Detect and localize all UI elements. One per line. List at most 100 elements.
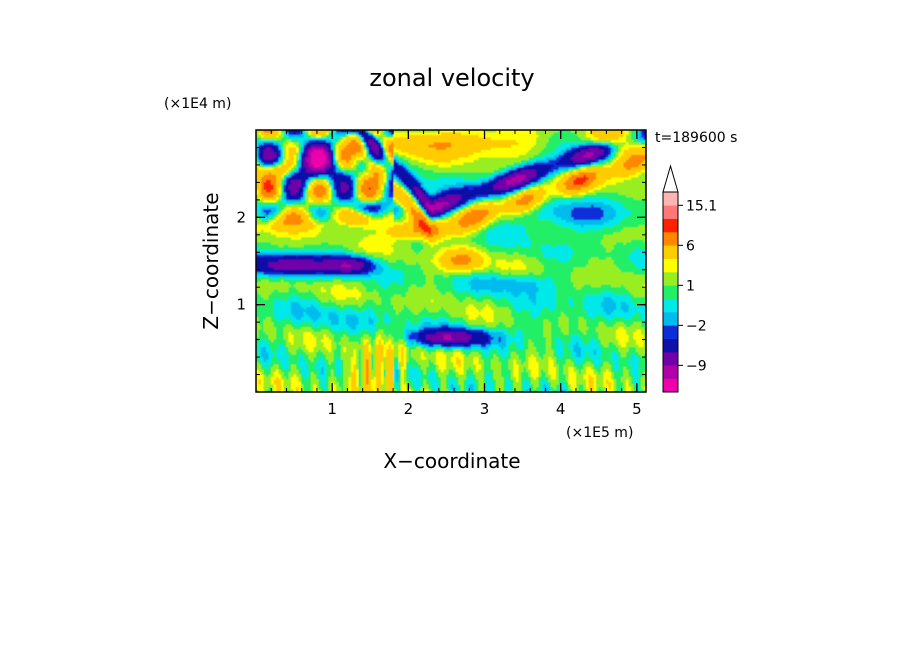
heatmap-cell: [326, 134, 332, 139]
heatmap-cell: [283, 159, 287, 164]
heatmap-cell: [448, 379, 457, 383]
heatmap-cell: [271, 172, 285, 176]
heatmap-cell: [543, 182, 552, 186]
heatmap-cell: [256, 172, 270, 176]
heatmap-cell: [298, 147, 302, 151]
heatmap-cell: [553, 349, 557, 353]
heatmap-cell: [556, 284, 575, 288]
heatmap-cell: [513, 162, 522, 166]
heatmap-cell: [521, 389, 525, 392]
heatmap-cell: [556, 362, 567, 366]
heatmap-cell: [393, 164, 402, 169]
heatmap-cell: [458, 387, 462, 391]
heatmap-cell: [308, 194, 317, 198]
heatmap-cell: [286, 389, 290, 392]
heatmap-cell: [408, 384, 415, 388]
heatmap-cell: [588, 342, 600, 346]
heatmap-cell: [628, 307, 646, 311]
heatmap-cell: [268, 374, 275, 378]
heatmap-cell: [381, 382, 385, 386]
heatmap-cell: [436, 189, 442, 193]
heatmap-cell: [408, 382, 415, 386]
heatmap-cell: [376, 382, 382, 386]
heatmap-cell: [318, 359, 325, 363]
heatmap-cell: [531, 339, 547, 343]
heatmap-cell: [588, 374, 592, 378]
heatmap-cell: [361, 257, 367, 261]
heatmap-cell: [398, 182, 402, 186]
heatmap-cell: [613, 157, 617, 161]
heatmap-cell: [276, 229, 310, 233]
heatmap-cell: [616, 209, 632, 213]
heatmap-cell: [343, 249, 355, 253]
heatmap-cell: [613, 159, 617, 164]
heatmap-cell: [453, 212, 457, 216]
heatmap-cell: [421, 212, 425, 216]
heatmap-cell: [616, 302, 622, 306]
heatmap-cell: [358, 172, 365, 176]
heatmap-cell: [426, 194, 430, 198]
heatmap-cell: [413, 194, 417, 198]
heatmap-cell: [446, 234, 467, 238]
heatmap-cell: [593, 349, 597, 353]
heatmap-cell: [456, 357, 460, 361]
heatmap-cell: [366, 289, 375, 293]
heatmap-cell: [461, 204, 465, 208]
heatmap-cell: [346, 189, 352, 193]
heatmap-cell: [403, 164, 407, 169]
heatmap-cell: [556, 377, 560, 381]
heatmap-cell: [333, 184, 337, 188]
heatmap-cell: [406, 164, 410, 169]
heatmap-cell: [341, 162, 355, 166]
heatmap-cell: [608, 154, 612, 159]
heatmap-cell: [466, 204, 470, 208]
heatmap-cell: [331, 319, 340, 323]
heatmap-cell: [333, 382, 340, 386]
heatmap-cell: [341, 374, 345, 378]
heatmap-cell: [346, 144, 362, 149]
heatmap-cell: [481, 224, 487, 228]
heatmap-cell: [518, 364, 530, 368]
heatmap-cell: [311, 379, 320, 383]
heatmap-cell: [551, 134, 580, 139]
heatmap-cell: [296, 287, 322, 291]
heatmap-cell: [583, 194, 627, 198]
heatmap-cell: [611, 382, 615, 386]
heatmap-cell: [403, 359, 407, 363]
heatmap-cell: [411, 387, 417, 391]
heatmap-cell: [263, 162, 275, 166]
heatmap-cell: [403, 332, 407, 336]
heatmap-cell: [383, 372, 387, 376]
heatmap-cell: [448, 209, 452, 213]
heatmap-cell: [356, 314, 377, 318]
heatmap-cell: [356, 259, 367, 263]
heatmap-cell: [301, 197, 305, 201]
heatmap-cell: [631, 132, 637, 136]
heatmap-cell: [283, 134, 287, 139]
heatmap-cell: [573, 267, 620, 271]
heatmap-cell: [301, 322, 312, 326]
heatmap-cell: [306, 179, 310, 183]
heatmap-cell: [363, 352, 372, 356]
heatmap-cell: [583, 154, 592, 159]
heatmap-cell: [638, 304, 646, 308]
heatmap-cell: [626, 159, 645, 164]
heatmap-cell: [323, 149, 327, 154]
heatmap-cell: [478, 277, 492, 281]
heatmap-cell: [441, 307, 445, 311]
colorbar-extend-triangle: [662, 164, 679, 193]
heatmap-cell: [483, 299, 492, 303]
heatmap-cell: [256, 227, 272, 231]
heatmap-cell: [446, 384, 450, 388]
heatmap-cell: [358, 357, 362, 361]
heatmap-cell: [258, 199, 265, 203]
heatmap-cell: [393, 354, 400, 358]
heatmap-cell: [403, 379, 407, 383]
heatmap-cell: [526, 189, 547, 193]
heatmap-cell: [508, 222, 557, 226]
heatmap-cell: [466, 207, 470, 211]
heatmap-cell: [328, 132, 332, 136]
heatmap-cell: [478, 289, 492, 293]
heatmap-cell: [286, 177, 290, 181]
heatmap-cell: [276, 199, 280, 203]
